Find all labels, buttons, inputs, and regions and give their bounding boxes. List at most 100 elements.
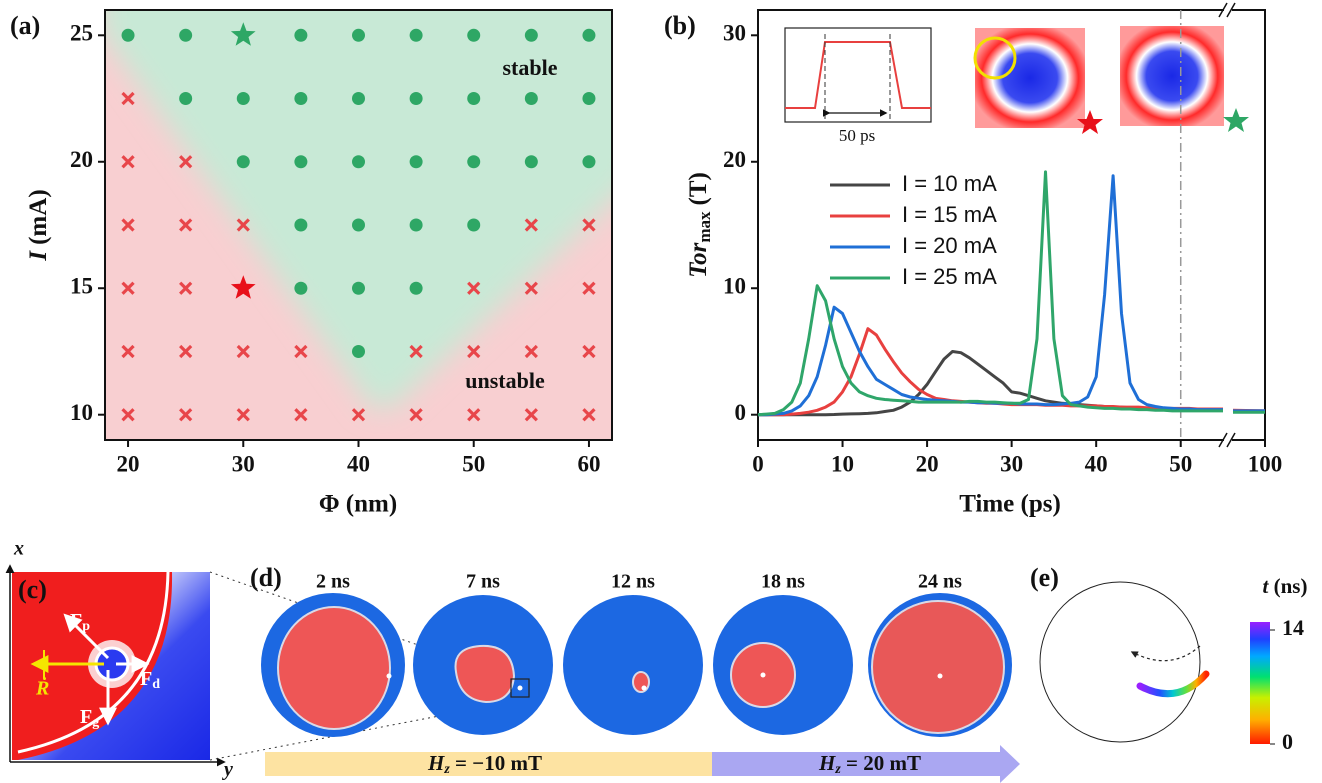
colorbar-tick-label: 14: [1282, 615, 1304, 640]
text-part: F: [80, 706, 92, 728]
domain: [632, 671, 650, 693]
cross-stroke: [121, 91, 135, 106]
cross-point: [236, 218, 250, 232]
point: [582, 155, 596, 169]
cross-point: [236, 344, 250, 359]
domain: [454, 644, 516, 704]
cross-stroke: [582, 408, 596, 422]
legend-label: I = 25 mA: [902, 264, 997, 289]
axis-break: [1218, 2, 1228, 18]
region-label: unstable: [465, 368, 545, 393]
x-tick-label: 50: [1169, 451, 1192, 476]
point: [409, 28, 423, 42]
zoom-box: [510, 678, 530, 698]
cross-point: [121, 344, 135, 359]
text-part: H: [427, 751, 445, 775]
cross-point: [524, 281, 538, 295]
y-tick-label: 20: [723, 147, 746, 172]
point: [352, 155, 365, 169]
highlight-circle: [973, 36, 1017, 80]
text-part: z: [834, 762, 841, 777]
series-line: [757, 170, 1223, 417]
axis-break-gap: [1224, 6, 1232, 14]
cross-point: [179, 155, 193, 169]
point: [409, 92, 423, 106]
stable-region: [105, 10, 612, 408]
cross-point: [409, 408, 423, 422]
force-arrow: [63, 613, 110, 660]
point: [524, 92, 538, 106]
point: [236, 92, 250, 106]
panel-d: [261, 593, 1020, 783]
y-axis-label: Tormax (T): [685, 172, 714, 278]
text-part: z: [443, 762, 450, 777]
time-label: 2 ns: [316, 571, 350, 593]
cross-stroke: [467, 344, 481, 359]
skyrmion-image: [1120, 26, 1224, 126]
text-part: d: [152, 677, 160, 692]
force-label: Fg: [80, 706, 99, 731]
cross-stroke: [121, 408, 135, 422]
cross-point: [467, 408, 481, 422]
axis-name: y: [222, 759, 233, 781]
panel-label: (b): [664, 11, 696, 40]
text-part: (ns): [1268, 574, 1307, 598]
cross-stroke: [179, 408, 193, 422]
cross-stroke: [121, 218, 135, 232]
time-label: 7 ns: [466, 571, 500, 593]
text-part: F: [140, 668, 152, 690]
force-label: Fp: [70, 610, 90, 635]
cross-stroke: [467, 408, 481, 422]
x-tick-label: 30: [1000, 451, 1023, 476]
cross-stroke: [582, 281, 596, 295]
panel-label: (a): [10, 11, 40, 40]
pulse-inset: [784, 26, 1249, 134]
cross-point: [582, 281, 596, 295]
point: [179, 92, 193, 106]
point: [121, 28, 135, 42]
cross-stroke: [236, 218, 250, 232]
text-part: max: [695, 211, 714, 243]
axis-break: [1226, 2, 1236, 18]
star-point: [230, 22, 256, 46]
time-label: 18 ns: [761, 571, 805, 593]
cross-stroke: [121, 344, 135, 359]
axis-break: [1218, 432, 1228, 448]
panel-c: [5, 564, 513, 767]
colorbar-label: t (ns): [1263, 574, 1308, 598]
cross-point: [524, 408, 538, 422]
cross-stroke: [294, 408, 308, 422]
inset-frame: [784, 27, 932, 123]
cross-point: [179, 281, 193, 295]
inset-label: 50 ps: [839, 126, 875, 145]
disk: [563, 595, 703, 735]
phase-regions: [105, 10, 612, 440]
point: [467, 92, 481, 106]
cross-point: [121, 408, 135, 422]
pulse-shape: [785, 41, 931, 109]
text-part: g: [92, 715, 99, 730]
text-part: = 20 mT: [841, 751, 921, 775]
panel-label: (e): [1030, 563, 1059, 592]
field-bar: [712, 745, 1020, 783]
axis-break: [1226, 432, 1236, 448]
point: [352, 218, 365, 232]
cross-point: [236, 408, 250, 422]
point: [179, 28, 193, 42]
axis-break-gap: [1224, 436, 1232, 444]
cross-point: [121, 281, 135, 295]
y-tick-label: 15: [70, 274, 93, 299]
trajectory: [1136, 670, 1210, 698]
time-label: 24 ns: [918, 571, 962, 593]
x-tick-label: 60: [577, 451, 600, 476]
boundary: [17, 571, 170, 754]
field-bar: [265, 752, 712, 776]
y-axis-label: I (mA): [25, 189, 52, 261]
cross-point: [121, 91, 135, 106]
field-label: Hz = −10 mT: [427, 751, 542, 777]
text-part: I: [25, 250, 52, 262]
point: [467, 218, 481, 232]
cross-stroke: [121, 281, 135, 295]
cross-point: [179, 408, 193, 422]
